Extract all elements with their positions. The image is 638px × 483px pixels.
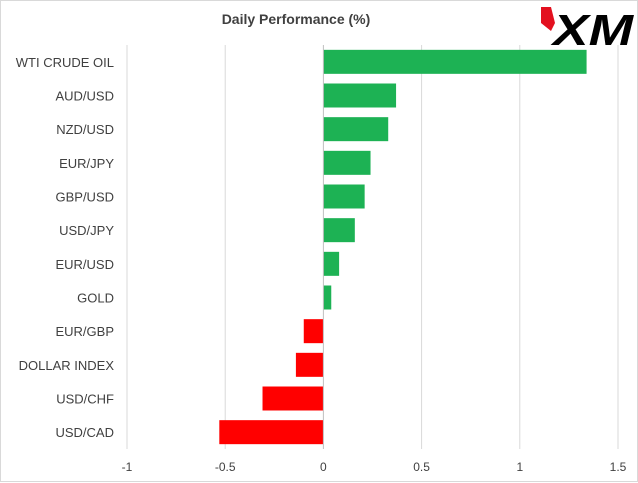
category-label-11: USD/CAD (55, 425, 114, 440)
x-tick-label-3: 0.5 (413, 460, 430, 474)
xm-logo: XM (541, 6, 635, 53)
bar-8 (303, 319, 324, 344)
category-label-4: GBP/USD (55, 190, 114, 205)
bar-10 (262, 386, 324, 411)
bar-6 (323, 251, 340, 276)
bar-7 (323, 285, 332, 310)
category-label-7: GOLD (77, 291, 114, 306)
xm-logo-accent-mark (541, 7, 555, 31)
category-label-6: EUR/USD (55, 257, 114, 272)
bar-4 (323, 184, 365, 209)
bar-0 (323, 49, 587, 74)
x-tick-label-4: 1 (516, 460, 523, 474)
x-tick-label-2: 0 (320, 460, 327, 474)
bar-11 (219, 420, 324, 445)
bar-2 (323, 117, 389, 142)
x-tick-label-0: -1 (122, 460, 133, 474)
bar-1 (323, 83, 397, 108)
category-label-5: USD/JPY (59, 223, 114, 238)
x-tick-label-5: 1.5 (610, 460, 627, 474)
bar-3 (323, 150, 371, 175)
bar-5 (323, 218, 355, 243)
x-tick-label-1: -0.5 (215, 460, 236, 474)
bar-9 (295, 352, 324, 377)
category-label-0: WTI CRUDE OIL (16, 55, 114, 70)
category-label-9: DOLLAR INDEX (19, 358, 115, 373)
chart-title: Daily Performance (%) (221, 11, 371, 27)
category-label-1: AUD/USD (55, 89, 114, 104)
category-label-3: EUR/JPY (59, 156, 114, 171)
xm-logo-text: XM (549, 6, 634, 53)
category-label-2: NZD/USD (56, 122, 114, 137)
category-label-10: USD/CHF (56, 392, 114, 407)
category-label-8: EUR/GBP (55, 324, 114, 339)
